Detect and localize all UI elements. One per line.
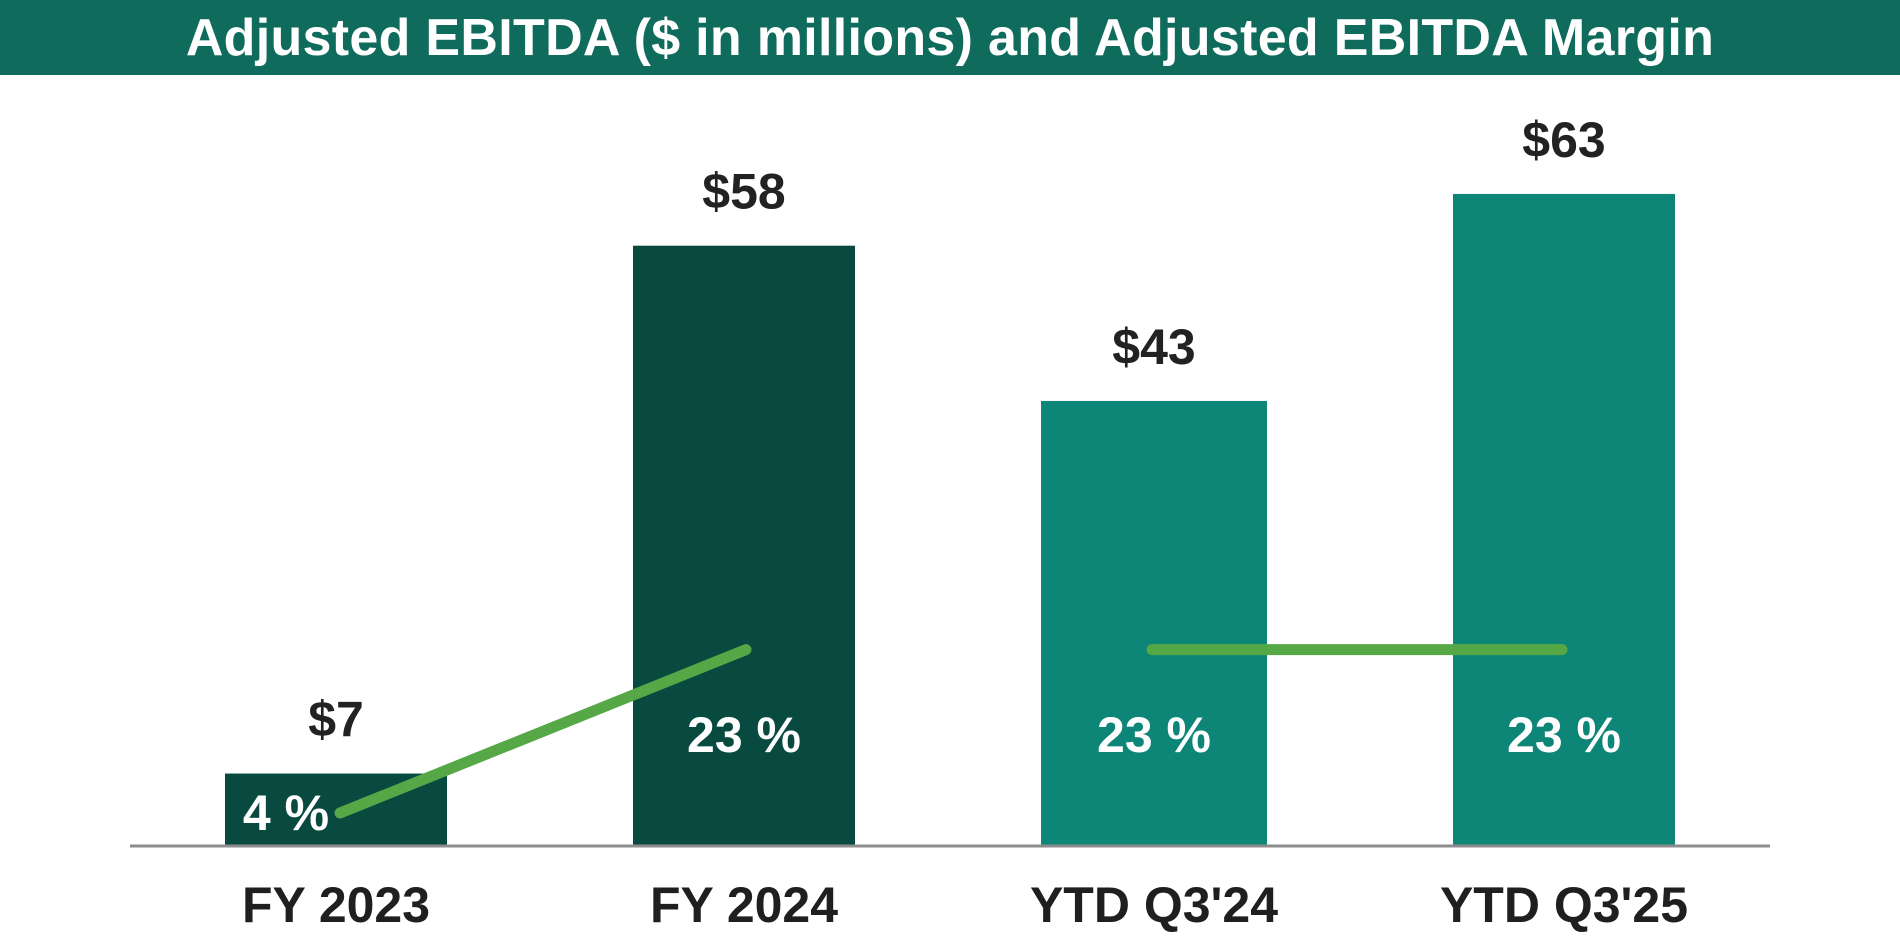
chart-title: Adjusted EBITDA ($ in millions) and Adju… [185,8,1715,67]
category-label: FY 2023 [242,877,430,933]
bar-value-label: $63 [1522,112,1605,168]
margin-label: 4 % [243,785,329,841]
bar-value-label: $43 [1112,319,1195,375]
bar-2 [633,245,855,846]
bar-value-label: $7 [308,692,364,748]
category-label: YTD Q3'25 [1440,877,1688,933]
margin-label: 23 % [687,707,801,763]
margin-label: 23 % [1097,707,1211,763]
margin-line-segment-1 [334,644,752,819]
bar-value-label: $58 [702,164,785,220]
bar-4 [1453,193,1675,846]
category-label: YTD Q3'24 [1030,877,1278,933]
chart-title-bar: Adjusted EBITDA ($ in millions) and Adju… [0,0,1900,75]
margin-label: 23 % [1507,707,1621,763]
category-label: FY 2024 [650,877,838,933]
bar-3 [1041,400,1267,846]
